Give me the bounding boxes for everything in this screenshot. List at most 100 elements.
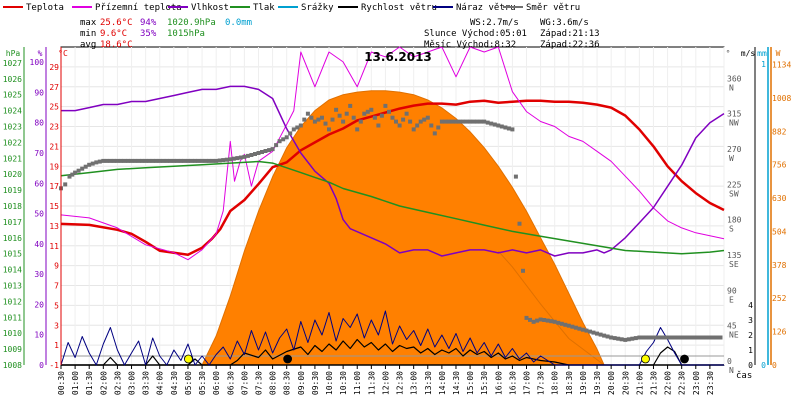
temperature-axis-tick: 7 [54,282,59,291]
solar-theoretical-line [497,250,605,366]
wind-direction-point [612,336,617,341]
x-tick-label: 09:00 [297,371,306,395]
wind-direction-point [690,335,695,340]
humidity-axis-tick: 70 [34,149,44,158]
legend-vlhkost: Vlhkost [191,3,229,13]
wind-direction-point [591,330,596,335]
wind-direction-point [235,156,240,161]
wind-direction-point [330,117,335,122]
info-moonset: Západ:22:36 [540,40,600,50]
wind-direction-point [425,115,430,120]
wind-direction-point [217,158,222,163]
wind-direction-point [238,155,243,160]
wind-direction-point [136,158,141,163]
temperature-axis-tick: 27 [49,83,59,92]
wind-direction-point [126,158,130,163]
wind-direction-point [605,334,610,339]
humidity-axis-tick: 0 [39,361,44,370]
x-tick-label: 14:30 [452,371,461,395]
x-tick-label: 05:00 [184,371,193,395]
wind-direction-point [482,119,487,124]
wind-direction-point [439,119,444,124]
solar-axis-tick: 630 [772,194,787,203]
x-tick-label: 13:30 [424,371,433,395]
wind-direction-point [559,321,564,326]
wind-direction-point [73,170,78,175]
wind-direction-point [446,119,451,124]
direction-axis-label: E [729,295,734,304]
wind-direction-point [443,119,448,124]
x-tick-label: 02:00 [99,371,108,395]
stat-max-rain: 0.0mm [225,18,252,28]
x-tick-label: 00:30 [57,371,66,395]
wind-direction-point [260,150,264,154]
wind-direction-point [640,335,645,340]
wind-direction-point [552,319,557,324]
temperature-axis-tick: 25 [49,103,59,112]
x-tick-label: 08:00 [269,371,278,395]
wind-direction-point [150,158,155,163]
wind-direction-point [408,119,413,124]
direction-axis-label: NW [729,119,739,128]
solar-axis-tick: 756 [772,161,787,170]
info-moon: Měsíc Východ:8:32 [424,40,516,50]
direction-axis-tick: 180 [727,216,742,225]
stat-min-temp: 9.6°C [100,29,127,39]
wind-direction-point [672,335,677,340]
solar-axis-tick: 0 [772,361,777,370]
wind-direction-point [655,335,659,340]
humidity-axis-tick: 90 [34,88,44,97]
stat-max-temp: 25.6°C [100,18,133,28]
wind-direction-point [270,147,275,152]
wind-direction-point [274,143,279,148]
info-ws: WS:2.7m/s [470,18,519,28]
wind-direction-point [566,323,571,328]
wind-direction-point [387,109,391,114]
temperature-axis-tick: 1 [54,341,59,350]
wind-direction-point [454,119,458,124]
wind-direction-point [623,337,628,342]
stat-max-label: max [80,18,97,28]
wind-direction-point [281,137,286,142]
wind-axis-tick: 4 [748,301,753,310]
wind-direction-point [700,335,705,340]
wind-direction-point [147,158,152,163]
temperature-axis-tick: 13 [49,222,59,231]
wind-direction-point [510,127,515,132]
pressure-axis-tick: 1027 [3,59,22,68]
wind-direction-point [471,119,476,124]
temperature-axis-tick: 29 [49,63,59,72]
wind-direction-point [83,164,88,169]
info-sun: Slunce Východ:05:01 [424,29,527,39]
wind-direction-point [577,326,582,331]
wind-direction-point [538,317,543,322]
x-tick-label: 01:00 [71,371,80,395]
pressure-axis-tick: 1011 [3,313,22,322]
wind-direction-point [492,122,497,127]
series-n-raz-v-tru [60,310,724,366]
wind-direction-point [175,158,180,163]
solar-axis-tick: 882 [772,127,787,136]
wind-direction-point [658,335,663,340]
sun-marker [641,354,650,364]
humidity-axis-tick: 60 [34,179,44,188]
wind-direction-point [122,158,127,163]
pressure-axis-tick: 1021 [3,154,22,163]
wind-direction-point [545,318,550,323]
moon-marker [680,354,689,364]
wind-direction-point [231,156,236,161]
direction-axis-tick: 135 [727,251,742,260]
wind-direction-point [115,158,120,163]
x-tick-label: 22:30 [678,371,687,395]
wind-direction-point [401,117,406,122]
wind-direction-point [228,157,233,162]
x-tick-label: 20:00 [607,371,616,395]
wind-direction-point [337,113,342,118]
wind-direction-point [362,111,367,116]
wind-direction-point [355,127,360,132]
x-tick-label: 19:00 [579,371,588,395]
wind-direction-point [496,123,501,128]
wind-direction-point [570,324,575,329]
wind-direction-point [478,119,483,124]
wind-direction-point [489,121,494,126]
